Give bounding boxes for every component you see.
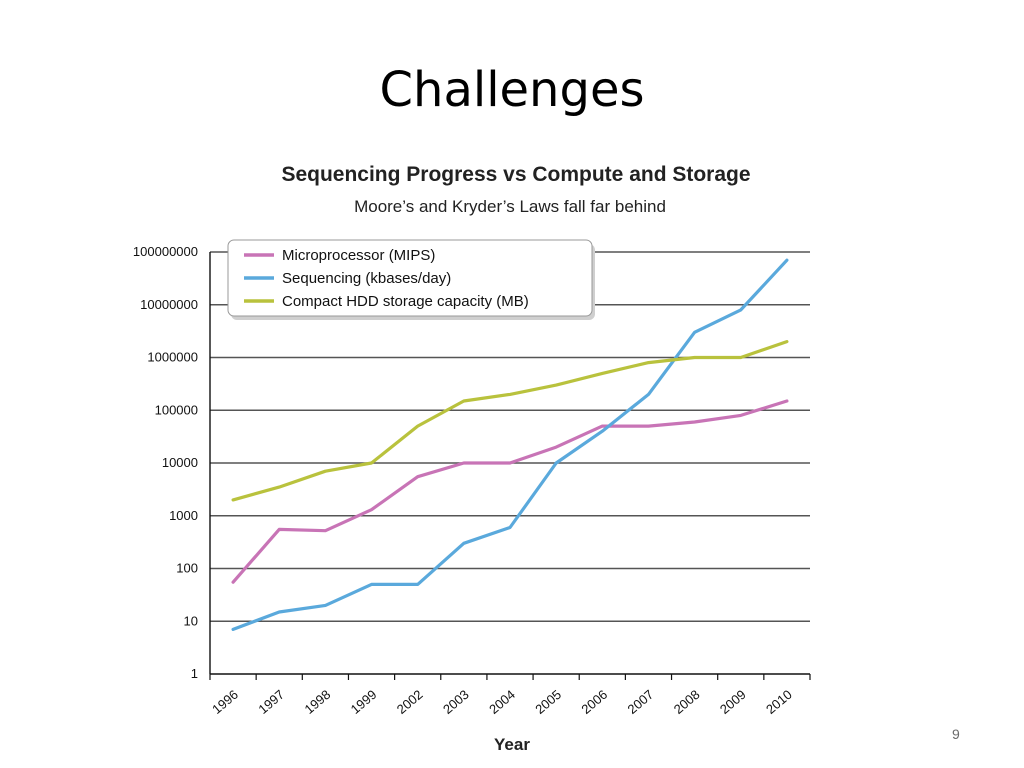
x-tick-label: 1999	[348, 687, 380, 717]
x-tick-label: 1996	[209, 687, 241, 717]
y-tick-label: 1000000	[147, 350, 198, 365]
x-tick-label: 2008	[671, 687, 703, 717]
x-tick-label: 2010	[763, 687, 795, 717]
y-tick-label: 1000	[169, 508, 198, 523]
y-tick-label: 1	[191, 666, 198, 681]
slide-title: Challenges	[379, 62, 645, 118]
x-tick-label: 2005	[532, 687, 564, 717]
y-tick-label: 100000	[155, 402, 198, 417]
x-tick-label: 2006	[578, 687, 610, 717]
y-tick-label: 100000000	[133, 244, 198, 259]
series-line-2	[231, 340, 789, 502]
legend: Microprocessor (MIPS) Sequencing (kbases/…	[227, 239, 595, 320]
y-tick-label: 100	[176, 561, 198, 576]
y-tick-label: 10	[184, 613, 198, 628]
x-tick-label: 2009	[717, 687, 749, 717]
x-tick-label: 2007	[625, 687, 657, 717]
legend-box	[227, 239, 593, 317]
x-tick-label: 2002	[394, 687, 426, 717]
x-tick-label: 1998	[302, 687, 334, 717]
legend-label: Sequencing (kbases/day)	[282, 270, 451, 287]
chart-subtitle: Moore’s and Kryder’s Laws fall far behin…	[354, 197, 666, 216]
page-number: 9	[952, 726, 960, 742]
chart-title: Sequencing Progress vs Compute and Stora…	[281, 163, 750, 186]
series-line-0	[231, 399, 789, 584]
x-tick-label: 2004	[486, 687, 518, 717]
y-tick-label: 10000000	[140, 297, 198, 312]
y-tick-label: 10000	[162, 455, 198, 470]
x-axis-label: Year	[494, 735, 530, 754]
legend-label: Microprocessor (MIPS)	[282, 247, 435, 264]
x-tick-label: 1997	[255, 687, 287, 717]
legend-label: Compact HDD storage capacity (MB)	[282, 293, 529, 310]
series-lines	[231, 258, 789, 632]
x-tick-label: 2003	[440, 687, 472, 717]
series-line-1	[231, 258, 789, 632]
